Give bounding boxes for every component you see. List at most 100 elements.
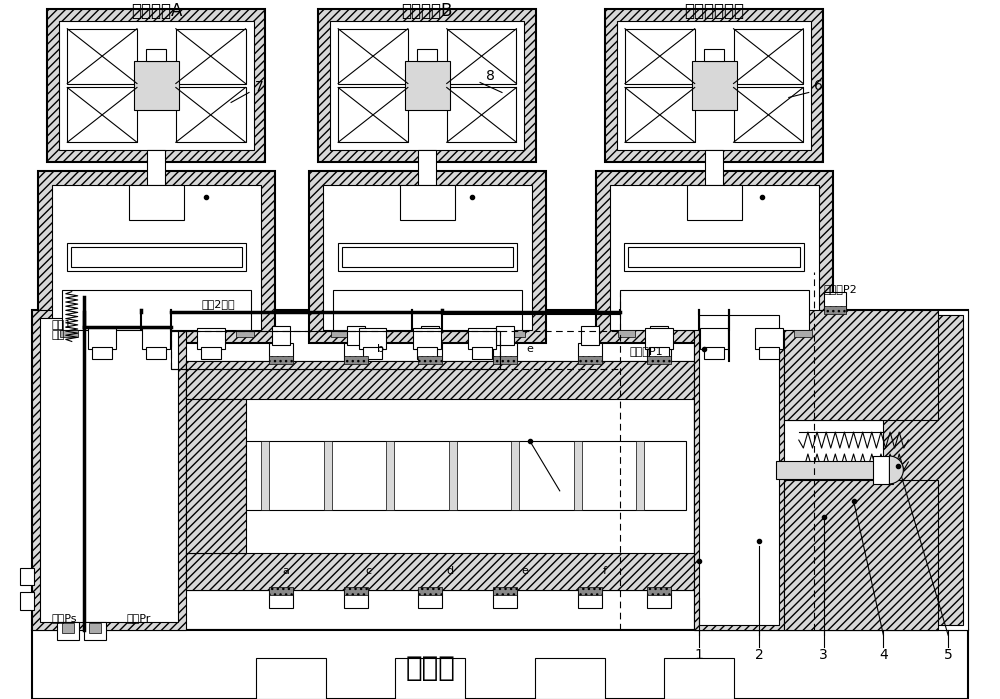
Text: 7: 7: [255, 80, 263, 94]
Bar: [344, 587, 368, 596]
Bar: [176, 29, 246, 83]
Bar: [236, 329, 254, 338]
Bar: [256, 658, 326, 699]
Bar: [186, 361, 694, 399]
Bar: [694, 310, 968, 630]
Bar: [269, 587, 293, 596]
Bar: [20, 593, 34, 610]
Bar: [92, 347, 112, 359]
Bar: [647, 587, 671, 596]
Bar: [883, 315, 963, 626]
Bar: [628, 247, 800, 267]
Bar: [344, 356, 368, 364]
Bar: [67, 243, 246, 271]
Text: 试验台: 试验台: [405, 654, 455, 682]
Bar: [649, 347, 669, 359]
Bar: [201, 347, 221, 359]
Bar: [32, 310, 968, 630]
Bar: [824, 305, 846, 314]
Bar: [784, 420, 938, 480]
Bar: [395, 658, 465, 699]
Bar: [418, 591, 442, 608]
Bar: [618, 329, 635, 338]
Bar: [734, 87, 803, 143]
Bar: [269, 591, 293, 608]
Bar: [67, 29, 137, 83]
Bar: [186, 553, 694, 591]
Bar: [246, 441, 686, 510]
Bar: [468, 328, 496, 350]
Bar: [824, 291, 846, 310]
Text: 负载1
通道: 负载1 通道: [52, 319, 72, 340]
Bar: [47, 9, 265, 162]
Bar: [176, 87, 246, 143]
Bar: [692, 61, 737, 110]
Bar: [447, 87, 516, 143]
Bar: [32, 630, 968, 699]
Bar: [359, 328, 386, 350]
Text: 控制油P2: 控制油P2: [824, 284, 857, 294]
Bar: [605, 9, 823, 162]
Wedge shape: [889, 456, 903, 484]
Bar: [625, 29, 695, 83]
Text: d: d: [447, 565, 454, 575]
Bar: [784, 310, 938, 420]
Bar: [511, 441, 519, 510]
Bar: [449, 441, 457, 510]
Bar: [610, 185, 819, 329]
Bar: [60, 329, 78, 338]
Bar: [272, 326, 290, 345]
Bar: [418, 587, 442, 596]
Bar: [62, 624, 74, 633]
Bar: [873, 456, 893, 484]
Bar: [344, 591, 368, 608]
Bar: [338, 87, 408, 143]
Bar: [197, 328, 225, 350]
Bar: [493, 587, 517, 596]
Bar: [755, 328, 783, 350]
Bar: [574, 441, 582, 510]
Bar: [417, 49, 437, 61]
Text: b: b: [377, 345, 384, 354]
Bar: [664, 658, 734, 699]
Bar: [52, 185, 261, 329]
Bar: [794, 329, 812, 338]
Bar: [507, 329, 525, 338]
Bar: [784, 480, 938, 630]
Bar: [647, 343, 671, 361]
Bar: [687, 185, 742, 220]
Bar: [493, 591, 517, 608]
Bar: [309, 171, 546, 343]
Text: 负载2通道: 负载2通道: [201, 298, 235, 309]
Bar: [171, 331, 500, 369]
Bar: [535, 658, 605, 699]
Bar: [418, 150, 436, 185]
Bar: [636, 441, 644, 510]
Bar: [269, 343, 293, 361]
Bar: [699, 315, 779, 626]
Bar: [647, 356, 671, 364]
Bar: [57, 622, 79, 640]
Bar: [88, 328, 116, 350]
Text: a: a: [282, 565, 289, 575]
Text: 试验产品A: 试验产品A: [131, 2, 182, 20]
Bar: [142, 328, 170, 350]
Bar: [59, 21, 254, 150]
Bar: [318, 9, 536, 162]
Bar: [186, 361, 694, 591]
Text: f: f: [603, 565, 607, 575]
Bar: [647, 591, 671, 608]
Bar: [417, 347, 437, 359]
Text: 进油Ps: 进油Ps: [52, 613, 77, 624]
Bar: [700, 328, 728, 350]
Text: 8: 8: [486, 69, 494, 82]
Bar: [705, 150, 723, 185]
Text: c: c: [365, 565, 372, 575]
Bar: [32, 310, 186, 630]
Bar: [496, 326, 514, 345]
Text: e: e: [526, 345, 533, 354]
Bar: [578, 356, 602, 364]
Bar: [186, 399, 246, 553]
Bar: [405, 61, 450, 110]
Text: 试验产品B: 试验产品B: [402, 2, 453, 20]
